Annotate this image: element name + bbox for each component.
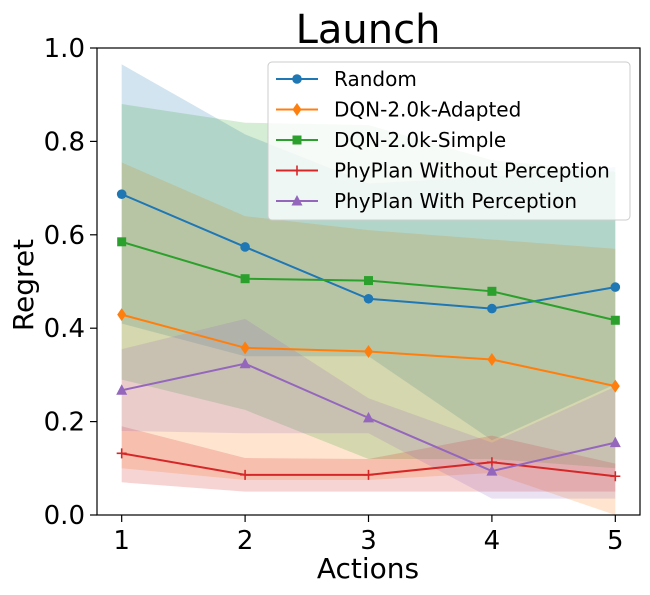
point-random-1 — [116, 189, 127, 199]
point-dqn-2-0k-adapted-1 — [117, 308, 127, 322]
legend-label-phyplan-without-perception: PhyPlan Without Perception — [334, 159, 610, 183]
y-tick-label-0: 0.0 — [44, 501, 85, 531]
y-tick-label-1: 0.2 — [44, 408, 85, 438]
point-dqn-2-0k-adapted-5 — [610, 379, 620, 393]
y-tick-label-4: 0.8 — [44, 127, 85, 157]
point-dqn-2-0k-simple-3 — [364, 276, 373, 286]
y-tick-label-2: 0.4 — [44, 314, 85, 344]
y-tick-label-3: 0.6 — [44, 221, 85, 251]
point-phyplan-without-perception-2 — [240, 469, 251, 480]
legend: Random DQN-2.0k-Adapted DQN-2.0k-Simple Phy… — [267, 61, 631, 221]
legend-label-random: Random — [334, 67, 417, 91]
chart-title: Launch — [296, 7, 441, 53]
point-dqn-2-0k-adapted-3 — [364, 345, 373, 359]
x-tick-label-2: 2 — [237, 526, 254, 556]
legend-marker-dqn-2-0k-adapted — [292, 103, 302, 116]
point-phyplan-with-perception-4 — [486, 465, 498, 476]
x-tick-label-1: 1 — [113, 526, 130, 556]
point-phyplan-without-perception-3 — [363, 469, 374, 480]
point-dqn-2-0k-adapted-2 — [240, 341, 250, 355]
x-axis-label: Actions — [317, 552, 419, 585]
point-phyplan-with-perception-3 — [363, 411, 374, 423]
point-random-5 — [610, 282, 621, 292]
point-phyplan-without-perception-5 — [610, 471, 621, 482]
point-random-3 — [363, 293, 374, 304]
x-axis: 1 2 3 4 5 — [113, 515, 624, 556]
legend-label-dqn-2-0k-simple: DQN-2.0k-Simple — [334, 128, 506, 152]
point-dqn-2-0k-simple-1 — [117, 237, 127, 247]
x-tick-label-4: 4 — [484, 526, 501, 556]
point-phyplan-with-perception-2 — [239, 357, 251, 369]
point-dqn-2-0k-adapted-4 — [487, 352, 497, 366]
x-tick-label-5: 5 — [607, 526, 624, 556]
legend-label-dqn-2-0k-adapted: DQN-2.0k-Adapted — [334, 98, 521, 122]
point-dqn-2-0k-simple-2 — [240, 274, 250, 284]
point-dqn-2-0k-simple-5 — [610, 315, 620, 325]
point-phyplan-with-perception-1 — [116, 384, 128, 395]
series-markers — [116, 189, 621, 482]
legend-label-phyplan-with-perception: PhyPlan With Perception — [334, 189, 577, 213]
point-random-4 — [487, 303, 497, 314]
y-axis-label: Regret — [7, 239, 40, 331]
legend-box — [267, 61, 631, 221]
point-random-2 — [240, 242, 250, 252]
legend-marker-dqn-2-0k-simple — [292, 135, 302, 145]
y-tick-label-5: 1.0 — [44, 34, 85, 64]
x-tick-label-3: 3 — [360, 526, 377, 556]
point-phyplan-with-perception-5 — [609, 436, 621, 448]
y-axis: 0.0 0.2 0.4 0.6 0.8 1.0 — [44, 34, 97, 531]
legend-marker-phyplan-without-perception — [292, 165, 302, 176]
legend-marker-phyplan-with-perception — [291, 195, 303, 206]
point-phyplan-without-perception-1 — [116, 448, 127, 459]
legend-marker-random — [292, 74, 302, 84]
point-dqn-2-0k-simple-4 — [487, 286, 497, 296]
